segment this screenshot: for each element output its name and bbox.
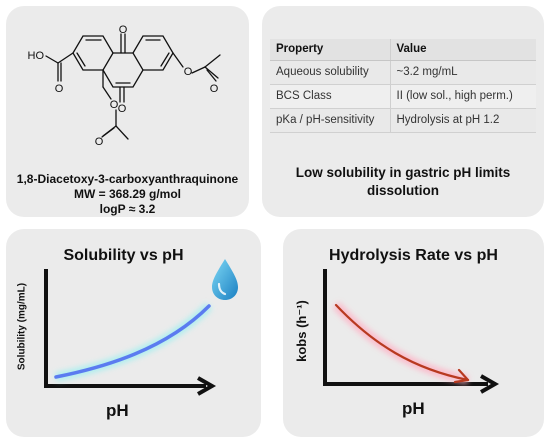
hydroxyl-label: HO [28, 50, 45, 62]
table-row: pKa / pH-sensitivity Hydrolysis at pH 1.… [270, 108, 536, 133]
left-carbonyl-oxygen-label: O [95, 136, 104, 148]
solubility-y-label: Solubility (mg/mL) [16, 282, 28, 371]
header-value: Value [390, 39, 536, 61]
hydrolysis-x-label: pH [402, 399, 425, 418]
row-value: ~3.2 mg/mL [390, 60, 536, 85]
hydrolysis-plot [323, 269, 500, 394]
hydrolysis-curve-glow [332, 301, 469, 385]
hydrolysis-plot-panel: Hydrolysis Rate vs pH pH kobs (h⁻¹) [283, 229, 544, 437]
table-row: BCS Class II (low sol., high perm.) [270, 84, 536, 109]
table-row: Aqueous solubility ~3.2 mg/mL [270, 60, 536, 85]
row-property: Aqueous solubility [270, 60, 391, 85]
x-axis-arrowhead [197, 376, 217, 396]
row-value: II (low sol., high perm.) [390, 84, 536, 109]
water-drop-icon [212, 259, 238, 300]
oxygen-mid-label: O [118, 103, 127, 115]
left-ester-oxygen-label: O [110, 99, 119, 111]
row-property: pKa / pH-sensitivity [270, 108, 391, 133]
solubility-plot [44, 259, 238, 396]
solubility-x-label: pH [106, 401, 129, 420]
solubility-curve-glow [55, 302, 213, 382]
row-value: Hydrolysis at pH 1.2 [390, 108, 536, 133]
right-carbonyl-oxygen-label: O [210, 83, 219, 95]
hydrolysis-curve [334, 303, 470, 382]
solubility-note: Low solubility in gastric pH limits diss… [295, 165, 511, 198]
hydrolysis-y-label: kobs (h⁻¹) [294, 300, 309, 362]
molecular-weight: MW = 368.29 g/mol [73, 187, 182, 201]
compound-name: 1,8-Diacetoxy-3-carboxyanthraquinone [16, 172, 239, 186]
molecule-structure: O O HO O O O O O [28, 24, 221, 148]
structure-panel: O O HO O O O O O 1,8-Diacetoxy-3-carboxy… [6, 6, 249, 217]
hydrolysis-curve-arrowhead [453, 368, 470, 384]
oxygen-top-label: O [119, 24, 128, 36]
properties-panel: Property Value Aqueous solubility ~3.2 m… [262, 6, 544, 217]
table-header-row: Property Value [270, 39, 536, 61]
solubility-plot-panel: Solubility vs pH pH Solubility (mg/mL) [6, 229, 261, 437]
row-property: BCS Class [270, 84, 391, 109]
x-axis-arrowhead [480, 374, 500, 394]
header-property: Property [270, 39, 391, 61]
right-ester-oxygen-label: O [184, 66, 193, 78]
acid-oxygen-label: O [55, 83, 64, 95]
hydrolysis-plot-title: Hydrolysis Rate vs pH [329, 247, 498, 264]
solubility-plot-title: Solubility vs pH [63, 247, 184, 264]
solubility-curve [54, 304, 211, 379]
properties-table: Property Value Aqueous solubility ~3.2 m… [270, 39, 536, 133]
logp-value: logP ≈ 3.2 [99, 202, 156, 216]
